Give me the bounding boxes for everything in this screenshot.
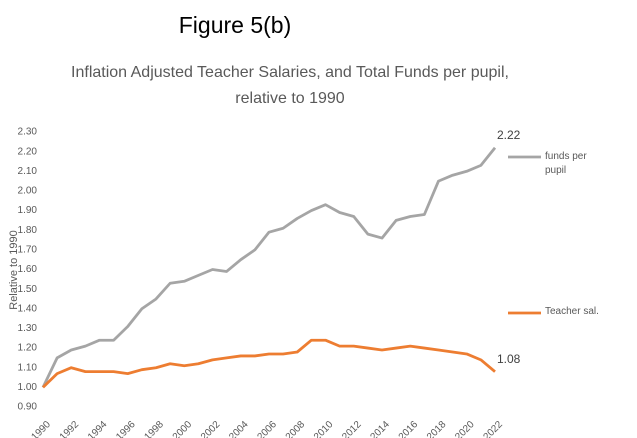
x-tick-label: 2008 [284, 419, 308, 438]
x-tick-label: 1994 [86, 419, 110, 438]
x-tick-label: 2016 [397, 419, 421, 438]
y-tick-label: 0.90 [18, 402, 38, 413]
chart-title: Inflation Adjusted Teacher Salaries, and… [71, 64, 509, 107]
y-tick-label: 1.90 [18, 205, 38, 216]
x-tick-label: 2022 [481, 419, 505, 438]
legend-label: Teacher sal. [545, 306, 599, 317]
y-tick-label: 2.10 [18, 166, 38, 177]
x-tick-label: 2012 [340, 419, 364, 438]
x-tick-label: 1996 [114, 419, 138, 438]
y-tick-label: 1.60 [18, 264, 38, 275]
x-tick-label: 2018 [425, 419, 449, 438]
x-tick-label: 2004 [227, 419, 251, 438]
x-tick-label: 2006 [255, 419, 279, 438]
x-tick-label: 1998 [142, 419, 166, 438]
x-tick-label: 2000 [171, 419, 195, 438]
y-tick-label: 2.20 [18, 146, 38, 157]
y-tick-label: 2.00 [18, 186, 38, 197]
legend-label: funds per pupil [545, 151, 587, 176]
figure-label: Figure 5(b) [178, 12, 292, 38]
series-line [41, 146, 497, 388]
series-line [42, 338, 496, 389]
y-axis-label: Relative to 1990 [8, 230, 20, 310]
y-tick-label: 1.10 [18, 362, 38, 373]
x-tick-label: 2002 [199, 419, 223, 438]
y-tick-label: 1.30 [18, 323, 38, 334]
y-tick-label: 1.40 [18, 303, 38, 314]
data-label: 1.08 [497, 352, 521, 366]
x-tick-label: 2010 [312, 419, 336, 438]
y-tick-label: 1.00 [18, 382, 38, 393]
y-tick-label: 1.70 [18, 244, 38, 255]
y-tick-label: 1.20 [18, 343, 38, 354]
x-tick-label: 2020 [453, 419, 477, 438]
x-tick-label: 1992 [58, 419, 82, 438]
data-label: 2.22 [497, 128, 521, 142]
x-tick-label: 2014 [368, 419, 392, 438]
y-tick-label: 1.80 [18, 225, 38, 236]
x-tick-label: 1990 [29, 419, 53, 438]
y-tick-label: 1.50 [18, 284, 38, 295]
y-tick-label: 2.30 [18, 127, 38, 138]
